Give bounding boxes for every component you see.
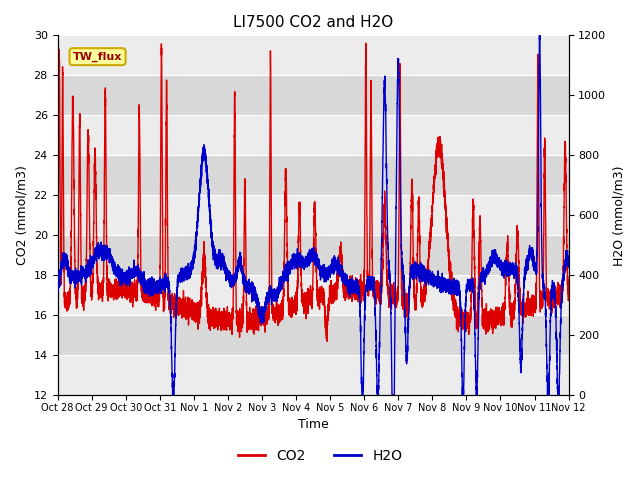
Text: TW_flux: TW_flux: [73, 51, 122, 62]
Bar: [58, 156, 568, 195]
Title: LI7500 CO2 and H2O: LI7500 CO2 and H2O: [233, 15, 393, 30]
Bar: [58, 355, 568, 395]
Bar: [58, 235, 568, 275]
Y-axis label: H2O (mmol/m3): H2O (mmol/m3): [612, 165, 625, 265]
X-axis label: Time: Time: [298, 419, 328, 432]
Bar: [58, 275, 568, 315]
Bar: [58, 115, 568, 156]
Bar: [58, 36, 568, 75]
Y-axis label: CO2 (mmol/m3): CO2 (mmol/m3): [15, 165, 28, 265]
Bar: [58, 195, 568, 235]
Bar: [58, 75, 568, 115]
Legend: CO2, H2O: CO2, H2O: [232, 443, 408, 468]
Bar: [58, 315, 568, 355]
